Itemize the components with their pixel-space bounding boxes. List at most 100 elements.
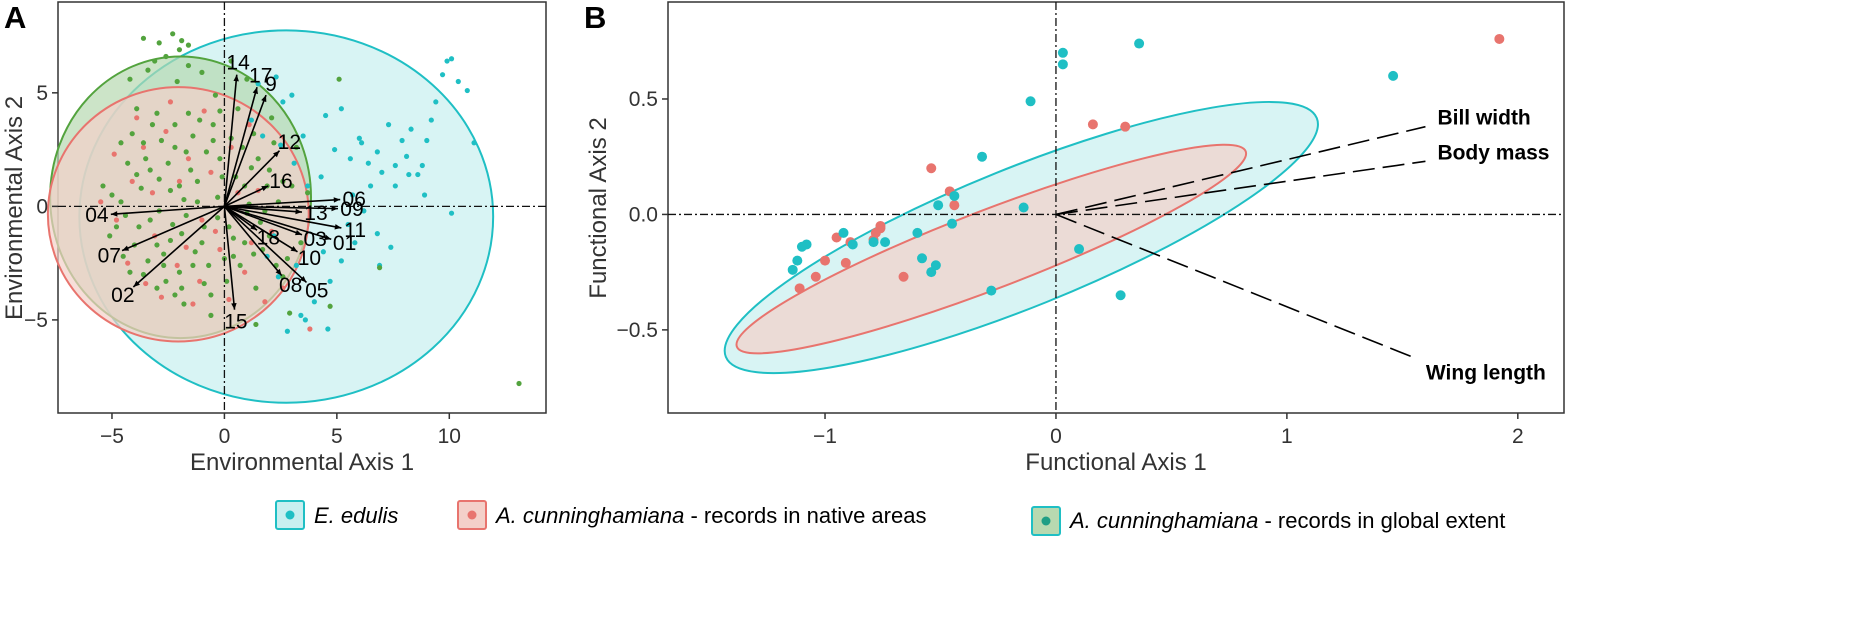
- panel-b-trait-label-2: Wing length: [1426, 362, 1546, 385]
- panel-a-point-global: [248, 165, 255, 171]
- panel-a-point-edulis: [379, 169, 385, 175]
- panel-a-point-global: [219, 174, 225, 180]
- panel-a-point-global: [305, 190, 311, 196]
- panel-a-vector-head-14: [233, 74, 239, 82]
- legend-dot-edulis: [285, 510, 295, 520]
- panel-a-point-global: [212, 92, 219, 98]
- panel-a-point-global: [100, 183, 106, 189]
- panel-a-points: [98, 31, 522, 387]
- panel-a-point-global: [266, 167, 272, 173]
- panel-b-point-edulis: [880, 237, 891, 248]
- panel-b-point-native: [1087, 119, 1098, 130]
- panel-a-point-global: [230, 235, 237, 241]
- panel-a-vector-label-08: 08: [279, 274, 302, 297]
- panel-a-point-native: [280, 285, 286, 291]
- legend: E. edulis A. cunninghamiana - records in…: [275, 500, 1505, 536]
- panel-a-vector-label-07: 07: [98, 244, 121, 267]
- panel-a-point-global: [215, 215, 221, 221]
- panel-a-point-global: [280, 178, 286, 184]
- panel-a-point-native: [208, 169, 214, 175]
- panel-a-point-edulis: [392, 162, 398, 169]
- panel-a-y-axis-title: Environmental Axis 2: [1, 96, 28, 320]
- panel-a-vector-label-13: 13: [304, 202, 327, 225]
- panel-a-point-native: [226, 296, 232, 303]
- panel-a-point-native: [140, 144, 147, 150]
- panel-a-vector-head-07: [122, 245, 130, 251]
- panel-a-vector-head-04: [110, 211, 118, 217]
- panel-a-vector-head-18: [250, 224, 258, 231]
- panel-a-letter: A: [4, 0, 26, 35]
- panel-a-point-native: [113, 217, 120, 223]
- panel-a-point-global: [183, 149, 189, 155]
- panel-a-point-edulis: [349, 192, 356, 198]
- panel-a-vector-02: [132, 205, 225, 288]
- panel-a-point-edulis: [444, 58, 450, 64]
- panel-b-point-edulis: [1115, 290, 1126, 301]
- panel-b-point-native: [926, 163, 937, 174]
- panel-a-y-tick-label: 5: [36, 82, 48, 105]
- panel-a-y-tick-label: 0: [36, 195, 48, 218]
- panel-a-vector-16: [224, 185, 269, 208]
- panel-b-x-tick-label: 0: [1050, 425, 1062, 448]
- panel-a-vector-01: [224, 205, 332, 241]
- panel-a-point-edulis: [318, 174, 324, 180]
- panel-a-point-global: [179, 285, 185, 291]
- panel-a-point-global: [140, 271, 147, 278]
- panel-b-y-tick-label: 0.5: [629, 88, 658, 111]
- panel-a-point-edulis: [293, 262, 299, 269]
- panel-b-trait-vector-2: [1055, 213, 1415, 359]
- panel-a-vector-label-12: 12: [278, 131, 301, 154]
- panel-a-point-native: [167, 99, 174, 105]
- panel-a-point-edulis: [302, 317, 308, 323]
- panel-a-point-global: [516, 380, 522, 387]
- panel-a-point-edulis: [392, 183, 398, 189]
- panel-b-trait-label-0: Bill width: [1437, 107, 1530, 130]
- panel-a-point-global: [201, 280, 207, 287]
- panel-b-trait-vectors: Bill width Body mass Wing length: [1055, 107, 1549, 385]
- panel-a-point-global: [269, 115, 275, 121]
- panel-a-vector-head-09: [331, 205, 338, 212]
- panel-a-point-edulis: [320, 249, 326, 255]
- panel-a-point-global: [163, 53, 169, 60]
- panel-a-point-global: [163, 278, 169, 284]
- panel-b-point-edulis: [847, 239, 858, 250]
- panel-b-x-tick-label: 1: [1281, 425, 1293, 448]
- panel-a-point-native: [163, 128, 169, 135]
- panel-a-point-edulis: [464, 87, 470, 94]
- panel-a-point-global: [185, 42, 192, 48]
- panel-a-vector-head-10: [290, 246, 298, 252]
- panel-a-point-global: [118, 199, 124, 205]
- panel-a-point-native: [197, 278, 203, 284]
- panel-b-point-edulis: [1074, 244, 1085, 255]
- panel-a-point-edulis: [385, 122, 392, 128]
- panel-a-vector-label-02: 02: [111, 284, 134, 307]
- panel-a-vector-head-03: [295, 229, 302, 236]
- panel-a-point-global: [129, 131, 135, 137]
- panel-a-point-native: [199, 217, 205, 223]
- panel-a-point-global: [271, 140, 277, 146]
- panel-a-point-native: [242, 269, 248, 275]
- panel-a-point-global: [156, 176, 162, 182]
- panel-a-x-tick-label: 5: [331, 425, 343, 448]
- panel-b-x-tick-label: −1: [813, 425, 837, 448]
- panel-a-vector-head-13: [295, 208, 302, 215]
- panel-a-point-edulis: [323, 112, 329, 119]
- panel-a-point-edulis: [278, 142, 284, 148]
- panel-a-point-global: [183, 212, 189, 219]
- panel-a-point-global: [145, 258, 151, 264]
- panel-a-point-global: [176, 47, 183, 53]
- panel-a-vector-17: [223, 86, 258, 207]
- panel-a-x-axis-title: Environmental Axis 1: [190, 449, 414, 476]
- panel-a-point-global: [158, 137, 165, 144]
- panel-a-vector-06: [224, 198, 341, 208]
- panel-a-point-global: [176, 183, 183, 189]
- panel-a-point-global: [224, 278, 230, 284]
- panel-a-point-native: [111, 151, 117, 157]
- panel-a-point-edulis: [471, 140, 477, 146]
- panel-a-point-native: [190, 301, 196, 307]
- panel-a-point-global: [210, 122, 216, 128]
- panel-a-point-native: [201, 108, 207, 114]
- panel-b-ellipse-native: [735, 143, 1248, 355]
